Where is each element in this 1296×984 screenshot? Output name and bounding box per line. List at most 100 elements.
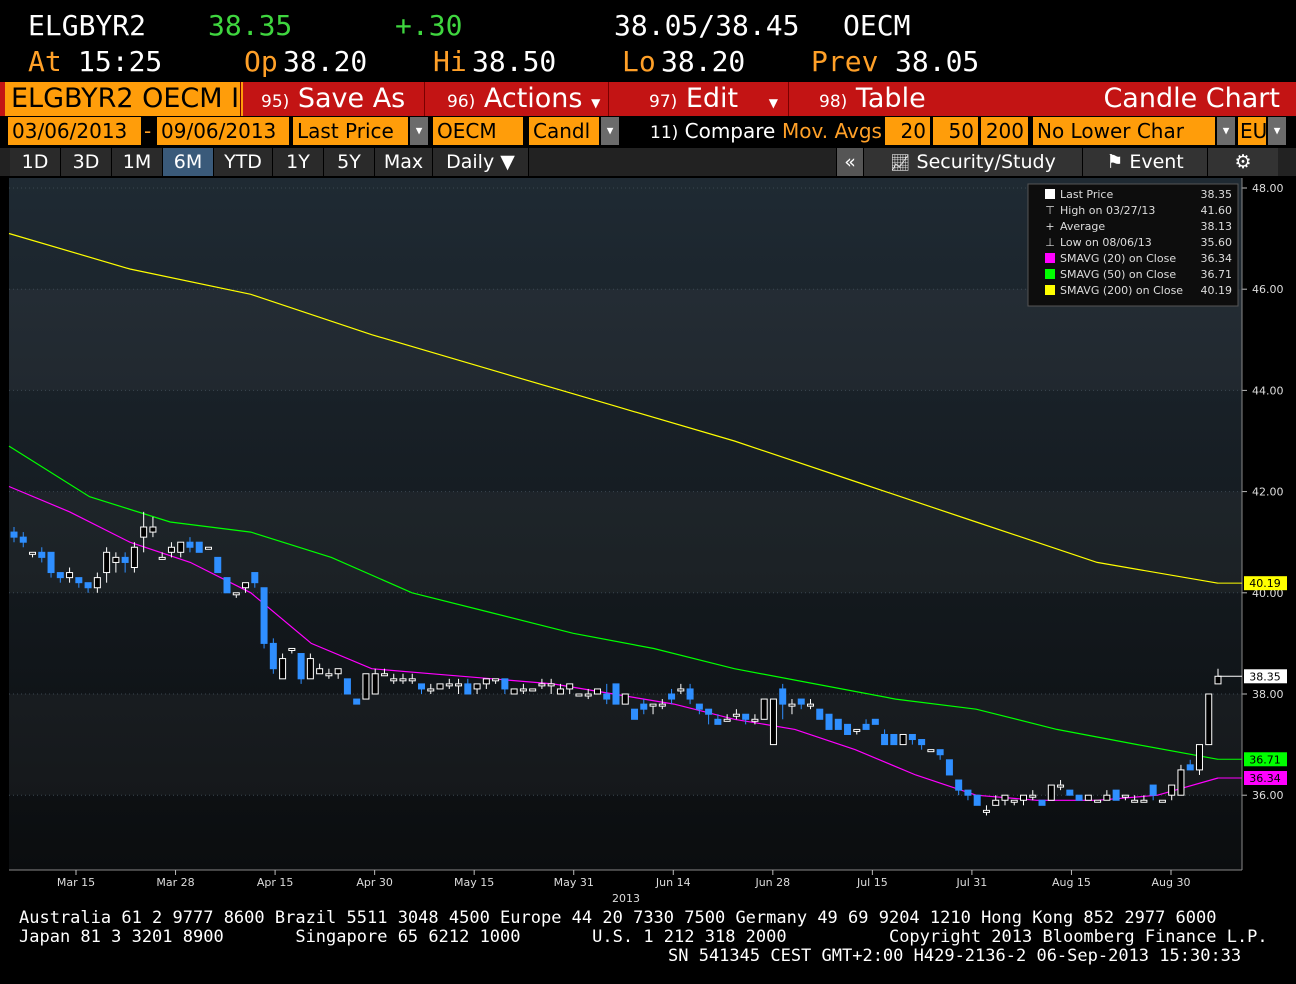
candle-body <box>353 698 361 705</box>
candle-body <box>1066 789 1074 796</box>
candle-body <box>427 688 435 692</box>
candle-body <box>871 718 879 725</box>
period-select[interactable]: Daily ▼ <box>433 148 529 176</box>
chart-type-title: Candle Chart <box>1103 83 1280 114</box>
candle-body <box>1010 799 1018 803</box>
lower-chart-select[interactable]: No Lower Char <box>1033 117 1215 145</box>
candle-body <box>362 673 370 700</box>
currency-dropdown-icon[interactable]: ▼ <box>1268 117 1286 145</box>
security-study-button[interactable]: 📈︎ Security/Study <box>863 148 1082 176</box>
start-date-field[interactable]: 03/06/2013 <box>8 117 141 145</box>
range-button-5y[interactable]: 5Y <box>324 148 375 176</box>
edit-caret-icon: ▼ <box>768 96 778 110</box>
candle-body <box>769 698 777 746</box>
range-button-6m[interactable]: 6M <box>163 148 214 176</box>
legend-label: Average <box>1060 220 1105 233</box>
save-as-button[interactable]: 95) Save As <box>240 82 420 116</box>
range-button-1y[interactable]: 1Y <box>273 148 324 176</box>
candle-body <box>760 698 768 720</box>
table-number: 98) <box>819 92 848 112</box>
candle-body <box>732 713 740 717</box>
quote-prev-label: Prev <box>811 45 879 78</box>
compare-button[interactable]: 11) Compare <box>650 117 775 145</box>
range-button-ytd[interactable]: YTD <box>214 148 273 176</box>
candle-body <box>66 572 74 579</box>
quote-open-label: Op <box>244 45 278 78</box>
candle-body <box>223 577 231 594</box>
range-button-1m[interactable]: 1M <box>112 148 163 176</box>
candle-body <box>612 683 620 705</box>
legend-swatch <box>1045 285 1055 295</box>
candle-body <box>269 642 277 670</box>
price-field-dropdown-icon[interactable]: ▼ <box>410 117 428 145</box>
actions-button[interactable]: 96) Actions ▼ <box>424 82 604 116</box>
y-tick-label: 36.00 <box>1252 789 1284 802</box>
legend-swatch <box>1045 253 1055 263</box>
actions-number: 96) <box>447 92 476 112</box>
currency-select[interactable]: EUR <box>1238 117 1266 145</box>
candle-body <box>297 653 305 680</box>
candle-body <box>158 556 166 560</box>
range-button-3d[interactable]: 3D <box>61 148 112 176</box>
candle-body <box>288 647 296 651</box>
candle-body <box>232 592 240 596</box>
legend-box <box>1027 183 1239 307</box>
legend-swatch <box>1045 189 1055 199</box>
moving-average-3-field[interactable]: 200 <box>981 117 1028 145</box>
table-button[interactable]: 98) Table <box>788 82 966 116</box>
moving-average-line <box>8 232 1219 584</box>
end-date-field[interactable]: 09/06/2013 <box>157 117 289 145</box>
quote-open: 38.20 <box>283 45 368 78</box>
lower-chart-dropdown-icon[interactable]: ▼ <box>1217 117 1235 145</box>
candle-body <box>519 688 527 692</box>
candle-body <box>1029 794 1037 798</box>
candle-body <box>140 526 148 538</box>
event-button[interactable]: ⚑ Event <box>1082 148 1207 176</box>
edit-button[interactable]: 97) Edit ▼ <box>608 82 786 116</box>
collapse-button[interactable]: « <box>836 148 863 176</box>
legend-value: 36.71 <box>1201 268 1233 281</box>
candle-body <box>112 556 120 563</box>
candle-body <box>103 551 111 574</box>
quote-change: +.30 <box>395 9 463 42</box>
edit-number: 97) <box>649 92 678 112</box>
legend-label: SMAVG (200) on Close <box>1060 284 1183 297</box>
legend-value: 35.60 <box>1201 236 1233 249</box>
moving-average-2-field[interactable]: 50 <box>933 117 978 145</box>
source-field[interactable]: OECM <box>433 117 523 145</box>
event-flag-icon: ⚑ <box>1106 151 1124 173</box>
settings-button[interactable]: ⚙ <box>1207 148 1278 176</box>
footer-session-line: SN 541345 CEST GMT+2:00 H429-2136-2 06-S… <box>668 946 1242 966</box>
chart-study-icon: 📈︎ <box>890 153 911 172</box>
candle-body <box>1057 784 1065 788</box>
candle-body <box>1149 784 1157 796</box>
y-tick-label: 48.00 <box>1252 182 1284 195</box>
grid-band <box>9 492 1242 593</box>
quote-time: 15:25 <box>78 45 163 78</box>
candle-body <box>75 577 83 584</box>
save-as-number: 95) <box>261 92 290 112</box>
candle-body <box>806 703 814 707</box>
x-tick-label: Apr 15 <box>257 876 294 889</box>
candle-body <box>334 668 342 675</box>
chart-style-select[interactable]: Candl <box>529 117 599 145</box>
security-field[interactable]: ELGBYR2 OECM I <box>5 82 243 116</box>
candle-body <box>862 723 870 730</box>
candle-body <box>445 683 453 687</box>
range-button-1d[interactable]: 1D <box>10 148 61 176</box>
candle-body <box>149 526 157 533</box>
moving-average-1-field[interactable]: 20 <box>885 117 930 145</box>
candle-body <box>56 572 64 579</box>
price-field-select[interactable]: Last Price <box>293 117 408 145</box>
price-tag-label: 38.35 <box>1249 670 1281 683</box>
chart-style-dropdown-icon[interactable]: ▼ <box>601 117 619 145</box>
candle-body <box>695 703 703 710</box>
range-button-max[interactable]: Max <box>375 148 433 176</box>
legend-marker-icon: + <box>1045 220 1054 233</box>
x-tick-label: Jun 14 <box>655 876 691 889</box>
candle-body <box>927 749 935 753</box>
price-tag-label: 36.71 <box>1249 753 1281 766</box>
x-tick-label: Mar 15 <box>57 876 95 889</box>
candle-body <box>529 688 537 692</box>
